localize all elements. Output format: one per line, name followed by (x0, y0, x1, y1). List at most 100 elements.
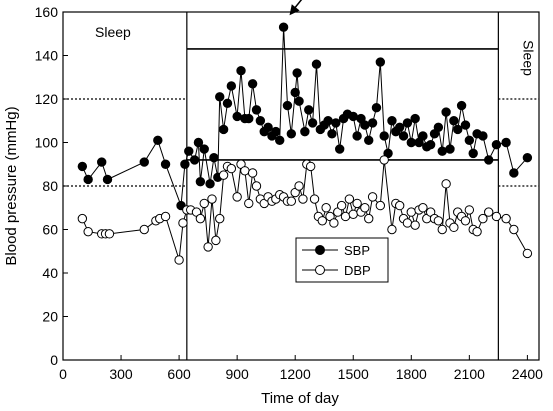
annotation-layer: Physicians office (289, 0, 303, 16)
data-point-sbp (160, 159, 171, 169)
data-point-dbp (352, 198, 362, 209)
data-point-dbp (286, 196, 297, 206)
data-point-sbp (218, 124, 229, 135)
data-point-sbp (255, 116, 266, 126)
data-point-sbp (215, 92, 225, 102)
data-point-dbp (387, 224, 397, 235)
data-point-dbp (464, 205, 475, 215)
data-point-sbp (180, 159, 190, 169)
data-point-sbp (334, 144, 345, 154)
data-point-sbp (199, 144, 209, 154)
data-point-sbp (244, 113, 254, 124)
data-point-sbp (251, 105, 262, 115)
data-point-sbp (271, 126, 281, 137)
y-tick-label: 120 (35, 91, 59, 107)
data-point-dbp (433, 216, 444, 226)
data-point-dbp (449, 222, 459, 233)
data-point-sbp (433, 122, 444, 132)
data-point-dbp (375, 200, 386, 211)
data-point-dbp (321, 203, 331, 213)
data-point-dbp (199, 198, 209, 209)
data-point-sbp (445, 144, 455, 154)
axes-layer: 0 300 600 900 1200 1500 1800 2100 2400 0 20 40 60 80 1… (35, 4, 544, 382)
data-point-sbp (327, 129, 337, 139)
data-point-sbp (205, 179, 215, 189)
data-point-sbp (263, 122, 273, 132)
data-point-dbp (309, 194, 320, 204)
data-point-sbp (292, 68, 302, 78)
data-point-dbp (178, 218, 188, 228)
x-tick-label: 0 (59, 366, 67, 382)
legend-marker-dbp (315, 265, 325, 275)
data-point-dbp (160, 211, 171, 222)
data-point-dbp (195, 213, 206, 224)
data-point-dbp (402, 218, 413, 228)
data-point-sbp (425, 139, 436, 150)
legend-label-sbp: SBP (344, 243, 370, 258)
data-point-sbp (77, 161, 88, 172)
x-tick-label: 2100 (454, 366, 485, 382)
y-tick-label: 20 (42, 309, 58, 325)
data-point-sbp (398, 131, 409, 141)
data-point-sbp (418, 131, 428, 141)
data-point-sbp (209, 153, 219, 163)
data-point-dbp (483, 207, 494, 217)
data-point-sbp (406, 137, 416, 148)
sleep-periods-layer: Sleep Sleep (95, 12, 537, 360)
data-point-sbp (304, 105, 314, 115)
series-layer (77, 22, 533, 265)
data-point-dbp (329, 218, 339, 228)
data-point-sbp (232, 111, 242, 122)
data-point-dbp (410, 220, 420, 230)
y-tick-label: 0 (50, 352, 58, 368)
x-tick-label: 300 (109, 366, 133, 382)
x-tick-label: 2400 (512, 366, 543, 382)
data-point-dbp (501, 213, 511, 224)
data-point-sbp (184, 146, 194, 156)
data-point-dbp (406, 207, 416, 217)
data-point-dbp (104, 229, 115, 239)
data-point-sbp (294, 96, 304, 106)
data-point-sbp (222, 98, 233, 109)
data-point-sbp (189, 155, 200, 165)
data-point-sbp (410, 113, 420, 124)
data-point-dbp (226, 163, 237, 174)
data-point-dbp (418, 203, 428, 213)
data-point-sbp (371, 103, 382, 113)
data-point-dbp (211, 235, 221, 246)
data-point-dbp (344, 194, 355, 204)
x-tick-label: 900 (225, 366, 249, 382)
data-point-dbp (360, 203, 370, 213)
data-point-sbp (331, 118, 341, 128)
y-axis-title: Blood pressure (mmHg) (3, 106, 20, 265)
data-point-dbp (491, 211, 502, 222)
data-point-sbp (478, 131, 488, 141)
data-point-sbp (394, 122, 405, 132)
legend-marker-sbp (315, 245, 325, 255)
legend: SBP DBP (295, 237, 389, 283)
data-point-dbp (522, 248, 533, 259)
data-point-dbp (174, 255, 184, 265)
data-point-sbp (402, 118, 413, 128)
data-point-sbp (509, 168, 519, 178)
data-point-sbp (522, 153, 533, 163)
data-point-sbp (449, 116, 459, 126)
data-point-dbp (364, 213, 374, 224)
data-point-sbp (307, 118, 318, 128)
data-point-sbp (278, 22, 289, 32)
data-point-sbp (453, 124, 463, 135)
data-point-sbp (226, 81, 237, 91)
data-point-sbp (437, 146, 447, 156)
data-point-sbp (139, 157, 149, 167)
data-point-sbp (379, 131, 389, 141)
data-point-dbp (251, 181, 262, 191)
x-tick-label: 600 (167, 366, 191, 382)
y-tick-label: 160 (35, 4, 59, 20)
data-point-dbp (460, 216, 471, 226)
data-point-dbp (207, 194, 217, 204)
sleep-label: Sleep (521, 40, 537, 76)
data-point-dbp (215, 213, 225, 224)
data-point-sbp (460, 120, 471, 130)
data-point-dbp (478, 213, 488, 224)
data-point-dbp (77, 213, 88, 224)
